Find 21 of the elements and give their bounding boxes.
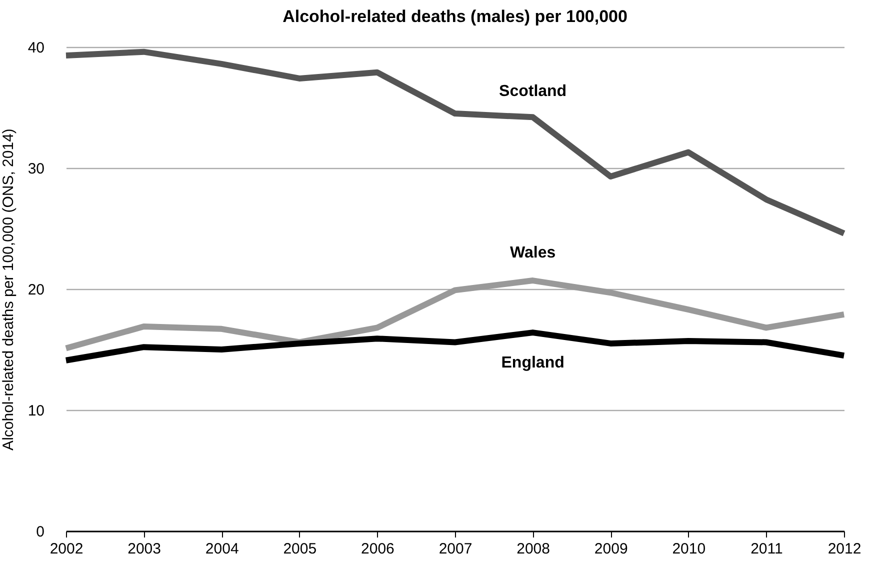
x-tick-label: 2004 (205, 540, 239, 558)
x-tick-label: 2003 (128, 540, 161, 558)
x-tick-label: 2010 (672, 540, 706, 558)
x-tick-label: 2002 (50, 540, 84, 558)
x-tick-label: 2007 (438, 540, 472, 558)
x-tick-label: 2005 (283, 540, 317, 558)
y-axis-title: Alcohol-related deaths per 100,000 (ONS, 2014) (0, 128, 17, 450)
y-tick-label: 30 (28, 160, 44, 178)
x-tick-label: 2011 (750, 540, 783, 558)
x-tick-label: 2006 (361, 540, 394, 558)
y-tick-label: 10 (28, 402, 44, 420)
x-tick-label: 2012 (828, 540, 862, 558)
series-label: Wales (510, 244, 556, 262)
y-tick-label: 40 (28, 40, 44, 56)
x-tick-label: 2009 (594, 540, 628, 558)
x-tick-label: 2008 (516, 540, 550, 558)
chart-title: Alcohol-related deaths (males) per 100,000 (282, 7, 628, 26)
y-tick-label: 20 (28, 282, 44, 298)
series-label: Scotland (499, 83, 567, 100)
y-tick-label: 0 (36, 524, 44, 540)
series-label: England (501, 354, 564, 372)
